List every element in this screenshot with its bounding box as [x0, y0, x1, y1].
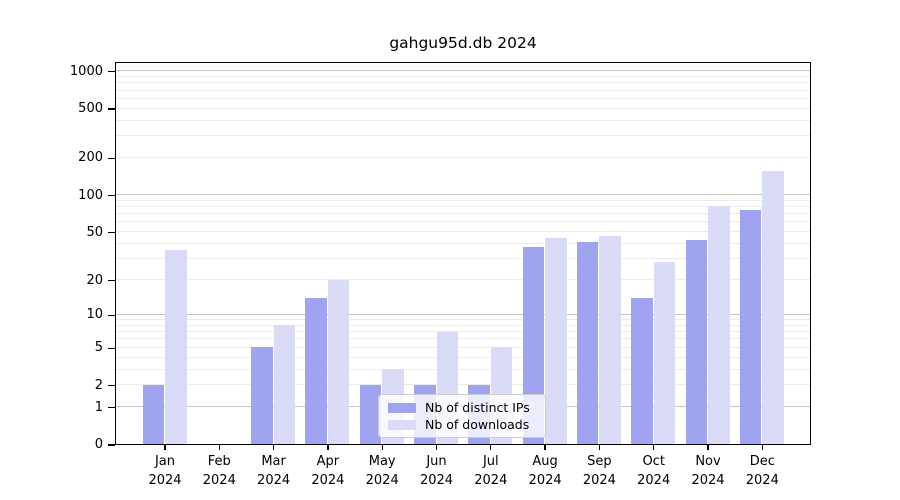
legend-swatch-downloads-icon: [388, 419, 416, 430]
gridline-minor: [116, 338, 810, 340]
x-tick-label: Jul 2024: [474, 454, 508, 488]
gridline-minor: [116, 242, 810, 244]
gridline-minor: [116, 156, 810, 158]
legend-item: Nb of downloads: [388, 417, 536, 432]
legend-label: Nb of distinct IPs: [425, 400, 530, 415]
gridline-major: [116, 194, 810, 196]
bar-distinct-ips: [739, 210, 762, 444]
y-tick-label: 1000: [69, 63, 103, 79]
y-tick: [108, 444, 115, 446]
gridline-minor: [116, 107, 810, 109]
gridline-minor: [116, 89, 810, 91]
bar-distinct-ips: [251, 347, 273, 444]
bar-distinct-ips: [305, 297, 327, 444]
x-tick: [435, 445, 438, 450]
x-tick: [218, 445, 220, 450]
x-tick: [544, 445, 546, 450]
gridline-minor: [116, 135, 810, 137]
x-tick-label: Apr 2024: [311, 454, 345, 488]
bar-downloads: [165, 250, 187, 444]
bar-downloads: [545, 238, 567, 444]
chart-title: gahgu95d.db 2024: [389, 34, 537, 52]
gridline-minor: [116, 82, 810, 84]
gridline-minor: [116, 97, 810, 99]
bar-downloads: [599, 236, 621, 444]
gridline-minor: [116, 221, 810, 223]
y-tick-label: 100: [78, 187, 103, 203]
gridline-minor: [116, 257, 810, 259]
gridline-minor: [116, 384, 810, 386]
y-tick: [108, 157, 115, 160]
y-tick: [108, 71, 115, 73]
x-tick-label: Jan 2024: [148, 454, 182, 488]
x-tick: [761, 445, 763, 450]
y-tick: [108, 347, 115, 349]
x-tick: [381, 445, 383, 450]
legend-item: Nb of distinct IPs: [388, 400, 536, 415]
gridline-minor: [116, 119, 810, 121]
gridline-minor: [116, 213, 810, 215]
y-tick-label: 500: [78, 101, 103, 117]
y-tick-label: 10: [86, 307, 103, 323]
x-tick-label: Mar 2024: [257, 454, 291, 488]
x-tick-label: Oct 2024: [637, 454, 671, 488]
y-tick-label: 1: [94, 399, 103, 415]
gridline-minor: [116, 324, 810, 326]
bar-distinct-ips: [576, 242, 599, 444]
x-tick-label: Jun 2024: [419, 454, 454, 488]
bar-distinct-ips: [359, 384, 382, 444]
legend-label: Nb of downloads: [425, 417, 530, 432]
y-tick-label: 2: [94, 377, 103, 393]
x-tick-label: Nov 2024: [691, 454, 725, 488]
gridline-minor: [116, 279, 810, 281]
gridline-minor: [116, 199, 810, 201]
gridline-minor: [116, 356, 810, 358]
bar-distinct-ips: [631, 297, 653, 444]
y-tick-label: 50: [86, 224, 103, 240]
x-tick-label: Feb 2024: [202, 454, 236, 488]
x-tick-label: Dec 2024: [745, 454, 779, 488]
y-tick-label: 20: [86, 272, 103, 288]
y-tick-label: 200: [78, 150, 103, 166]
gridline-minor: [116, 319, 810, 321]
x-tick-label: Aug 2024: [528, 454, 562, 488]
bar-distinct-ips: [142, 384, 164, 444]
x-tick: [490, 445, 492, 450]
y-tick: [108, 314, 115, 317]
gridline-minor: [116, 331, 810, 333]
y-tick: [108, 279, 115, 282]
gridline-minor: [116, 368, 810, 370]
legend-swatch-distinct-ips-icon: [388, 402, 416, 413]
x-tick: [164, 445, 166, 450]
bar-downloads: [653, 262, 676, 444]
x-tick: [272, 445, 275, 450]
y-tick: [108, 195, 115, 197]
y-tick-label: 0: [94, 437, 103, 452]
y-tick: [108, 384, 115, 387]
gridline-major: [116, 70, 810, 72]
bar-downloads: [273, 325, 296, 444]
gridline-minor: [116, 346, 810, 348]
y-tick: [108, 406, 115, 409]
plot-area: [115, 62, 811, 445]
x-tick: [653, 445, 655, 450]
x-tick-label: May 2024: [365, 454, 399, 488]
x-tick: [327, 445, 329, 450]
bar-downloads: [327, 279, 350, 444]
gridline-minor: [116, 231, 810, 233]
gridline-minor: [116, 206, 810, 208]
bar-distinct-ips: [685, 239, 707, 444]
x-tick: [598, 445, 601, 450]
y-tick: [108, 108, 115, 110]
gridline-major: [116, 313, 810, 315]
x-tick-label: Sep 2024: [582, 454, 616, 488]
y-tick: [108, 231, 115, 234]
legend: Nb of distinct IPs Nb of downloads: [378, 394, 546, 438]
bar-downloads: [762, 171, 784, 444]
bar-downloads: [708, 205, 730, 444]
gridline-minor: [116, 75, 810, 77]
x-tick: [707, 445, 709, 450]
y-tick-label: 5: [94, 340, 103, 356]
